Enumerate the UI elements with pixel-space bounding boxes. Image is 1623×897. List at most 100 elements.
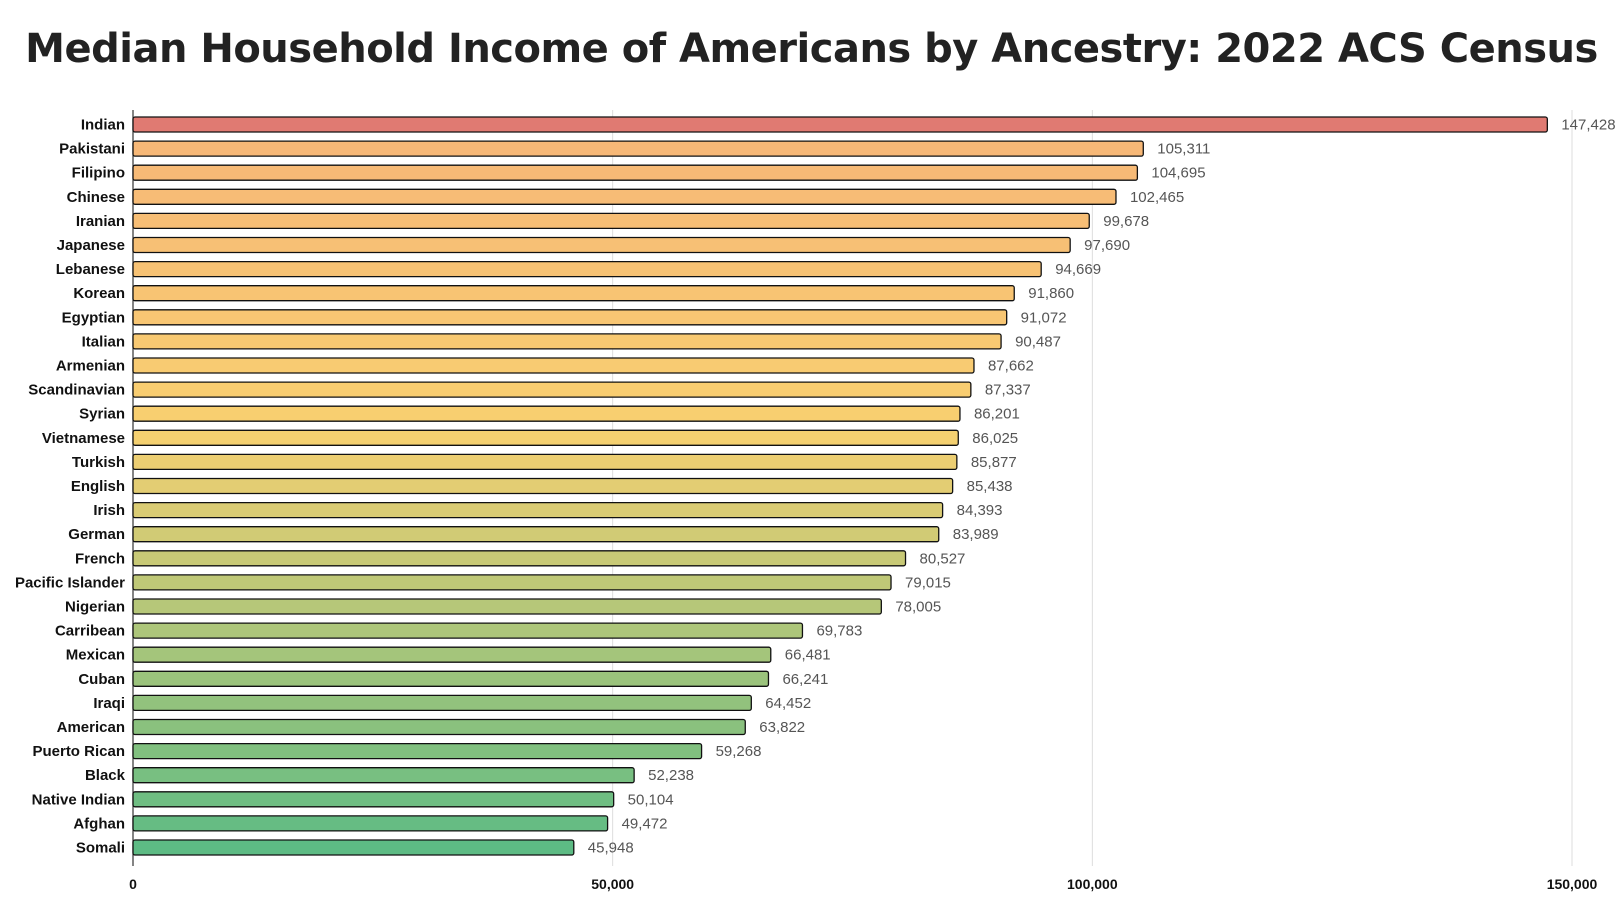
value-label: 104,695 [1151,165,1205,182]
value-label: 102,465 [1130,189,1184,206]
value-label: 63,822 [759,719,805,736]
bar [132,622,804,639]
category-label: Carribean [55,623,125,640]
bar [132,598,882,615]
category-label: Egyptian [62,309,125,326]
value-label: 45,948 [588,840,634,857]
bar [132,164,1139,181]
bar [132,357,975,374]
value-label: 86,025 [972,430,1018,447]
bar [132,574,892,591]
value-label: 50,104 [628,791,674,808]
bar [132,116,1548,133]
value-label: 105,311 [1157,141,1210,158]
value-label: 79,015 [905,574,951,591]
value-label: 87,337 [985,382,1031,399]
category-label: Japanese [57,237,125,254]
bar [132,839,575,856]
bar [132,405,961,422]
bar [132,718,746,736]
bars [132,116,1548,856]
bar [132,815,609,832]
value-label: 86,201 [974,406,1020,423]
category-label: Irish [93,502,125,519]
bar [132,526,940,543]
category-label: English [71,478,125,495]
bar [132,453,958,471]
value-label: 66,481 [785,647,831,664]
category-label: Korean [73,285,125,302]
value-label: 97,690 [1084,237,1130,254]
category-label: Chinese [67,189,125,206]
category-label: Nigerian [65,599,125,616]
value-label: 99,678 [1103,213,1149,230]
bar [132,381,972,398]
value-label: 83,989 [953,526,999,543]
category-label: Armenian [56,358,125,375]
category-label: Iraqi [93,695,125,712]
category-label: Pakistani [59,141,125,158]
bar [132,429,959,446]
x-axis-ticks: 0 50,000 100,000 150,000 [129,876,1597,892]
x-tick-label: 150,000 [1547,876,1598,892]
bar [132,742,703,760]
category-label: Scandinavian [28,382,125,399]
category-label: German [68,526,125,543]
bar [132,188,1117,205]
value-label: 64,452 [765,695,811,712]
value-label: 52,238 [648,767,694,784]
bar [132,670,770,687]
value-label: 59,268 [716,743,762,760]
value-labels: 147,428 105,311 104,695 102,465 99,678 97,690… [588,117,1616,857]
category-label: Afghan [73,815,125,832]
bar [132,212,1090,230]
category-label: Cuban [78,671,125,688]
category-label: Indian [81,117,125,134]
value-label: 85,877 [971,454,1017,471]
value-label: 80,527 [920,550,966,567]
value-label: 91,860 [1028,285,1074,302]
category-label: Syrian [79,406,125,423]
value-label: 147,428 [1561,117,1615,134]
value-label: 90,487 [1015,333,1061,350]
value-label: 94,669 [1055,261,1101,278]
bar [132,285,1015,302]
category-label: American [57,719,125,736]
category-label: Native Indian [32,791,125,808]
bar [132,791,615,808]
bar [132,767,635,784]
bar [132,236,1071,254]
value-label: 78,005 [895,599,941,616]
value-label: 69,783 [816,623,862,640]
bar [132,646,772,663]
value-label: 91,072 [1021,309,1067,326]
bar [132,550,907,567]
category-label: Black [85,767,126,784]
category-label: Pacific Islander [15,574,125,591]
category-label: Filipino [72,165,125,182]
bar [132,140,1144,157]
value-label: 85,438 [967,478,1013,495]
category-label: Italian [82,333,125,350]
value-label: 84,393 [957,502,1003,519]
category-label: Somali [76,840,125,857]
x-tick-label: 50,000 [591,876,634,892]
bar [132,477,954,495]
bar [132,333,1002,350]
bar [132,260,1042,278]
category-label: Iranian [76,213,125,230]
bar [132,309,1008,326]
category-label: French [75,550,125,567]
value-label: 49,472 [622,815,668,832]
category-labels: Indian Pakistani Filipino Chinese Iranian Jap… [15,117,126,857]
category-label: Turkish [72,454,125,471]
category-label: Lebanese [56,261,125,278]
category-label: Mexican [66,647,125,664]
category-label: Vietnamese [42,430,125,447]
value-label: 66,241 [782,671,828,688]
category-label: Puerto Rican [32,743,125,760]
bar [132,501,944,519]
bar [132,694,752,712]
chart-title: Median Household Income of Americans by … [25,26,1598,72]
